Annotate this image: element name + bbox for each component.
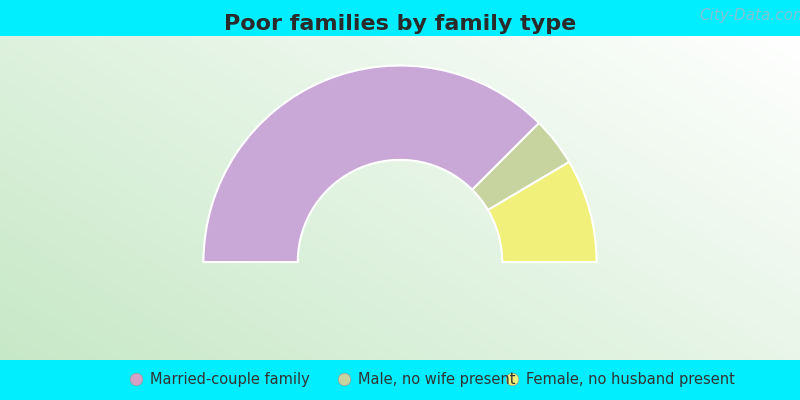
Text: Female, no husband present: Female, no husband present (526, 372, 735, 387)
Text: Poor families by family type: Poor families by family type (224, 14, 576, 34)
Text: City-Data.com: City-Data.com (700, 8, 800, 24)
Text: Married-couple family: Married-couple family (150, 372, 310, 387)
Wedge shape (488, 162, 597, 262)
Wedge shape (203, 66, 539, 262)
Text: Male, no wife present: Male, no wife present (358, 372, 516, 387)
Wedge shape (472, 123, 569, 210)
